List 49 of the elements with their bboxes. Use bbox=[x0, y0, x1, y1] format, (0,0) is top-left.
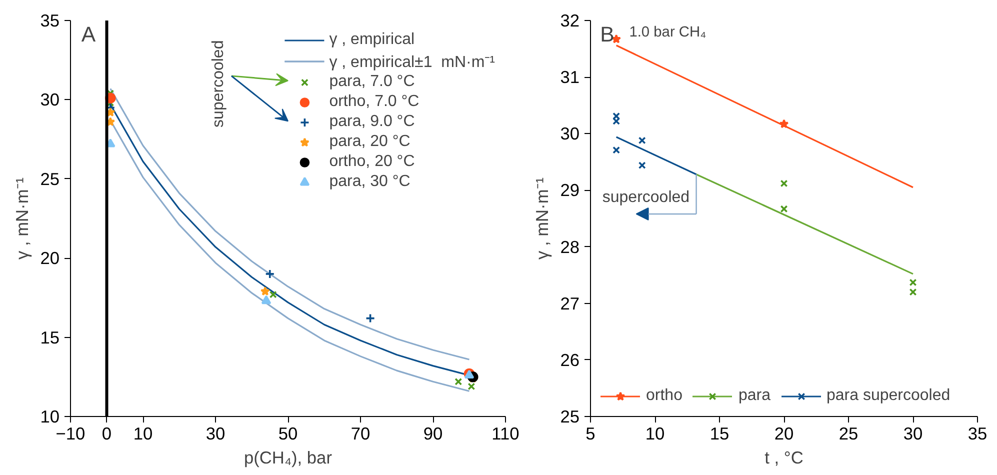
x-tick-label: 30 bbox=[206, 424, 226, 444]
legend-label: para bbox=[738, 387, 770, 405]
x-tick-label: 110 bbox=[492, 424, 520, 444]
legend-label: γ , empirical±1 mN·m⁻¹ bbox=[329, 53, 495, 72]
legend-label: para supercooled bbox=[826, 387, 950, 405]
annotation: 1.0 bar CH₄ bbox=[629, 24, 706, 40]
annotation: A bbox=[81, 22, 96, 46]
y-tick-label: 20 bbox=[40, 248, 60, 268]
y-tick-label: 29 bbox=[560, 180, 580, 200]
y-tick-label: 31 bbox=[560, 67, 580, 88]
y-tick-label: 32 bbox=[560, 10, 580, 30]
y-tick-label: 25 bbox=[40, 168, 60, 189]
legend-label: ortho, 20 °C bbox=[329, 153, 415, 171]
y-tick-label: 25 bbox=[560, 406, 580, 426]
legend-label: γ , empirical bbox=[329, 31, 415, 49]
x-tick-label: 25 bbox=[838, 424, 858, 444]
x-axis-title: t , °C bbox=[764, 448, 804, 468]
legend-label: para, 7.0 °C bbox=[329, 73, 415, 91]
legend-label: para, 20 °C bbox=[329, 133, 410, 151]
x-tick-label: 20 bbox=[774, 424, 794, 444]
x-axis-title: p(CH₄), bar bbox=[244, 448, 332, 468]
x-tick-label: 15 bbox=[710, 424, 730, 444]
y-tick-label: 10 bbox=[40, 406, 60, 426]
y-tick-label: 30 bbox=[560, 124, 580, 144]
x-tick-label: 90 bbox=[423, 424, 443, 444]
annotation: supercooled bbox=[602, 189, 690, 206]
y-axis-title: γ , mN·m⁻¹ bbox=[12, 177, 32, 260]
legend-label: para, 30 °C bbox=[329, 173, 410, 191]
legend-label: ortho, 7.0 °C bbox=[329, 93, 420, 111]
x-tick-label: 10 bbox=[133, 424, 153, 444]
x-tick-label: 50 bbox=[278, 424, 298, 444]
y-tick-label: 30 bbox=[40, 90, 60, 110]
annotation: B bbox=[600, 22, 614, 46]
x-tick-label: 5 bbox=[586, 424, 596, 444]
x-tick-label: 30 bbox=[903, 424, 923, 444]
x-tick-label: −10 bbox=[56, 424, 86, 444]
y-tick-label: 26 bbox=[560, 350, 580, 370]
x-tick-label: 0 bbox=[102, 424, 112, 444]
y-tick-label: 15 bbox=[40, 327, 60, 348]
x-tick-label: 35 bbox=[968, 424, 988, 444]
y-axis-title: γ , mN·m⁻¹ bbox=[532, 177, 552, 260]
x-tick-label: 70 bbox=[350, 424, 370, 444]
legend-label: para, 9.0 °C bbox=[329, 113, 415, 131]
y-tick-label: 27 bbox=[560, 293, 580, 314]
y-tick-label: 28 bbox=[560, 236, 580, 257]
annotation: supercooled bbox=[210, 40, 228, 128]
legend-label: ortho bbox=[646, 387, 682, 405]
x-tick-label: 10 bbox=[645, 424, 665, 444]
y-tick-label: 35 bbox=[40, 10, 60, 30]
